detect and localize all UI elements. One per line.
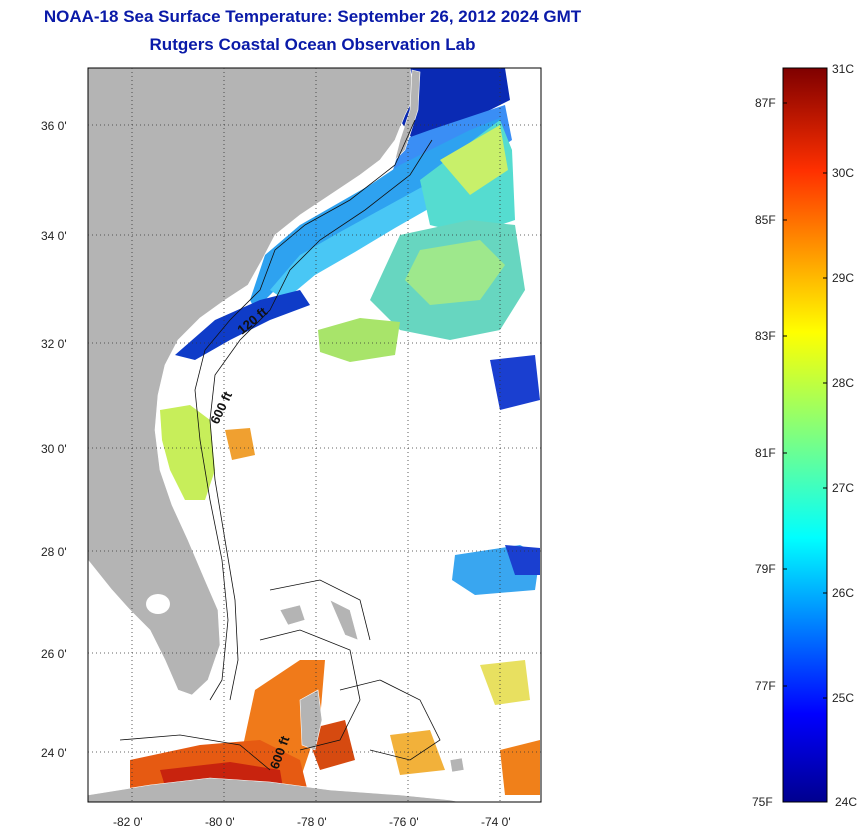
lon-tick-76: -76 0' [389, 815, 419, 829]
colorbar [782, 67, 828, 803]
colorbar-f-85: 85F [755, 213, 776, 227]
lon-tick-82: -82 0' [113, 815, 143, 829]
longitude-ticks: -82 0' -80 0' -78 0' -76 0' -74 0' [113, 815, 511, 829]
colorbar-f-87: 87F [755, 96, 776, 110]
map-subtitle: Rutgers Coastal Ocean Observation Lab [149, 35, 476, 54]
colorbar-f-79: 79F [755, 562, 776, 576]
lon-tick-74: -74 0' [481, 815, 511, 829]
colorbar-f-75: 75F [752, 795, 773, 809]
colorbar-c-28: 28C [832, 376, 855, 390]
lat-tick-36: 36 0' [41, 119, 67, 133]
lon-tick-80: -80 0' [205, 815, 235, 829]
lat-tick-34: 34 0' [41, 229, 67, 243]
latitude-ticks: 36 0' 34 0' 32 0' 30 0' 28 0' 26 0' 24 0… [41, 119, 67, 760]
lon-tick-78: -78 0' [297, 815, 327, 829]
lat-tick-28: 28 0' [41, 545, 67, 559]
bathymetry-contours [119, 119, 441, 771]
colorbar-f-81: 81F [755, 446, 776, 460]
colorbar-c-26: 26C [832, 586, 855, 600]
lat-tick-24: 24 0' [41, 746, 67, 760]
lat-tick-26: 26 0' [41, 647, 67, 661]
map-frame [87, 67, 542, 803]
colorbar-f-83: 83F [755, 329, 776, 343]
lat-tick-32: 32 0' [41, 337, 67, 351]
colorbar-ticks [783, 102, 827, 699]
colorbar-c-25: 25C [832, 691, 855, 705]
lake-okeechobee [146, 594, 170, 614]
colorbar-c-30: 30C [832, 166, 855, 180]
colorbar-c-31: 31C [832, 62, 855, 76]
colorbar-c-29: 29C [832, 271, 855, 285]
map-title: NOAA-18 Sea Surface Temperature: Septemb… [43, 7, 582, 26]
lat-tick-30: 30 0' [41, 442, 67, 456]
colorbar-c-27: 27C [832, 481, 855, 495]
colorbar-c-24: 24C [835, 795, 858, 809]
colorbar-f-77: 77F [755, 679, 776, 693]
land [88, 68, 465, 802]
